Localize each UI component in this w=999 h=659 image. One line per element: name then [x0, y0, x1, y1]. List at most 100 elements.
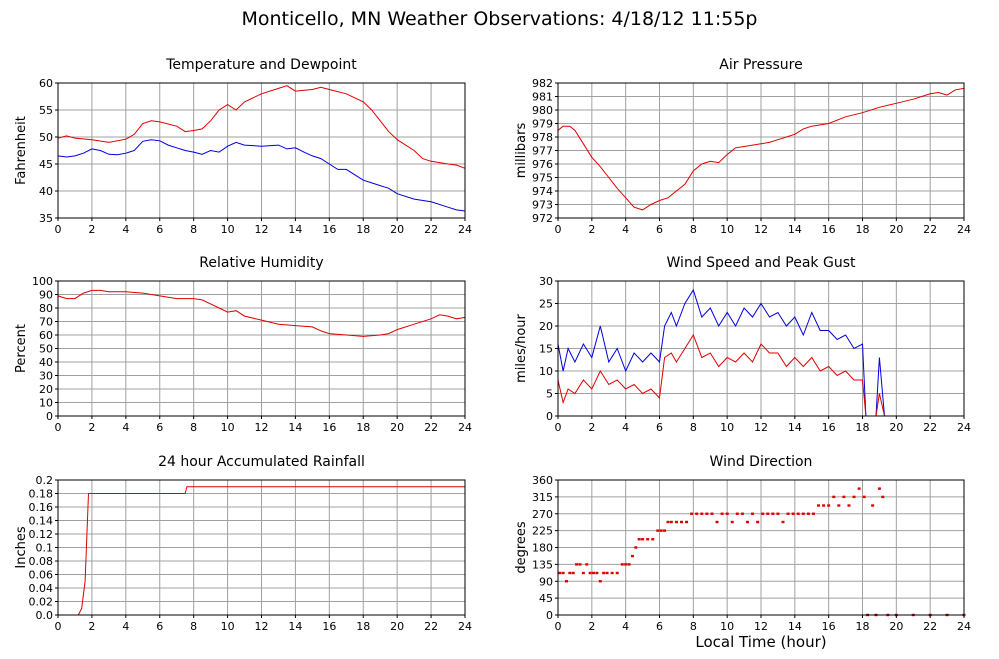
humidity-xtick-label: 22 — [424, 421, 438, 434]
humidity-xtick-label: 16 — [322, 421, 336, 434]
pressure-xtick-label: 14 — [788, 223, 802, 236]
direction-point — [751, 512, 755, 515]
direction-point — [796, 512, 800, 515]
humidity-title: Relative Humidity — [199, 255, 323, 271]
direction-point — [571, 571, 575, 575]
direction-point — [705, 512, 709, 515]
direction-ylabel: degrees — [514, 521, 529, 574]
temp-xtick-label: 8 — [190, 223, 197, 236]
direction-point — [881, 495, 885, 499]
direction-point — [651, 538, 655, 541]
direction-title: Wind Direction — [710, 454, 813, 470]
wind-ytick-label: 20 — [539, 320, 553, 333]
direction-xtick-label: 18 — [856, 620, 870, 633]
rainfall-ytick-label: 0.08 — [29, 555, 54, 568]
direction-point — [663, 529, 667, 532]
temp-xtick-label: 0 — [55, 223, 62, 236]
humidity-ytick-label: 30 — [39, 370, 53, 383]
direction-point — [776, 512, 780, 515]
direction-point — [598, 580, 602, 583]
rainfall-xtick-label: 8 — [190, 620, 197, 633]
direction-point — [695, 512, 699, 515]
direction-point — [725, 512, 729, 515]
direction-point — [811, 512, 815, 515]
direction-point — [832, 495, 836, 499]
direction-ytick-label: 0 — [546, 609, 553, 622]
pressure-xtick-label: 22 — [923, 223, 937, 236]
humidity-ytick-label: 10 — [39, 397, 53, 410]
direction-ytick-label: 225 — [532, 525, 553, 538]
direction-point — [862, 495, 866, 499]
humidity-ylabel: Percent — [14, 324, 29, 373]
temp-ytick-label: 55 — [39, 104, 53, 117]
rainfall-xtick-label: 20 — [390, 620, 404, 633]
pressure-xtick-label: 6 — [656, 223, 663, 236]
wind-xtick-label: 0 — [555, 421, 562, 434]
rainfall-xtick-label: 10 — [221, 620, 235, 633]
direction-point — [786, 512, 790, 515]
rainfall-xtick-label: 12 — [255, 620, 269, 633]
wind-xtick-label: 14 — [788, 421, 802, 434]
direction-point — [827, 504, 831, 507]
direction-point — [852, 495, 856, 499]
direction-point — [715, 520, 719, 524]
direction-point — [656, 529, 660, 532]
rainfall-ytick-label: 0.14 — [29, 515, 54, 528]
wind-xtick-label: 4 — [622, 421, 629, 434]
rainfall-xtick-label: 2 — [88, 620, 95, 633]
pressure-ytick-label: 979 — [532, 118, 553, 131]
rainfall-ytick-label: 0.16 — [29, 501, 54, 514]
humidity-xtick-label: 14 — [288, 421, 302, 434]
direction-point — [771, 512, 775, 515]
pressure-xtick-label: 0 — [555, 223, 562, 236]
temp-xtick-label: 6 — [156, 223, 163, 236]
pressure-ytick-label: 972 — [532, 212, 553, 225]
wind-ytick-label: 0 — [546, 410, 553, 423]
direction-point — [627, 563, 631, 566]
wind-xtick-label: 20 — [889, 421, 903, 434]
pressure-xtick-label: 12 — [754, 223, 768, 236]
wind-ytick-label: 5 — [546, 388, 553, 401]
wind-xtick-label: 22 — [923, 421, 937, 434]
direction-point — [735, 512, 739, 515]
pressure-ytick-label: 974 — [532, 185, 553, 198]
rainfall-ytick-label: 0.02 — [29, 596, 54, 609]
direction-point — [620, 563, 624, 566]
temp-xtick-label: 22 — [424, 223, 438, 236]
rainfall-ytick-label: 0.06 — [29, 569, 54, 582]
x-axis-label: Local Time (hour) — [695, 633, 827, 651]
direction-point — [857, 487, 861, 490]
wind-xtick-label: 12 — [754, 421, 768, 434]
pressure-chart: 0 2 4 6 8 10 12 14 16 18 20 22 249729739749759769779… — [514, 57, 971, 236]
direction-point — [666, 520, 670, 524]
direction-point — [700, 512, 704, 515]
humidity-xtick-label: 2 — [88, 421, 95, 434]
direction-point — [730, 520, 734, 524]
direction-point — [669, 520, 673, 524]
pressure-ytick-label: 975 — [532, 172, 553, 185]
humidity-xtick-label: 8 — [190, 421, 197, 434]
rainfall-ytick-label: 0.12 — [29, 528, 54, 541]
direction-point — [806, 512, 810, 515]
rainfall-ytick-label: 0.2 — [36, 474, 54, 487]
direction-point — [710, 512, 714, 515]
humidity-xtick-label: 4 — [122, 421, 129, 434]
humidity-ytick-label: 90 — [39, 289, 53, 302]
direction-point — [595, 571, 599, 575]
humidity-ytick-label: 20 — [39, 383, 53, 396]
rainfall-ytick-label: 0.1 — [36, 542, 54, 555]
humidity-xtick-label: 18 — [356, 421, 370, 434]
direction-point — [690, 512, 694, 515]
rainfall-xtick-label: 24 — [458, 620, 472, 633]
direction-point — [837, 504, 841, 507]
temp-xtick-label: 10 — [221, 223, 235, 236]
rainfall-xtick-label: 14 — [288, 620, 302, 633]
wind-xtick-label: 24 — [957, 421, 971, 434]
direction-point — [602, 571, 606, 575]
pressure-xtick-label: 8 — [690, 223, 697, 236]
direction-ytick-label: 90 — [539, 575, 553, 588]
wind-ytick-label: 30 — [539, 275, 553, 288]
pressure-ylabel: millibars — [514, 123, 529, 179]
